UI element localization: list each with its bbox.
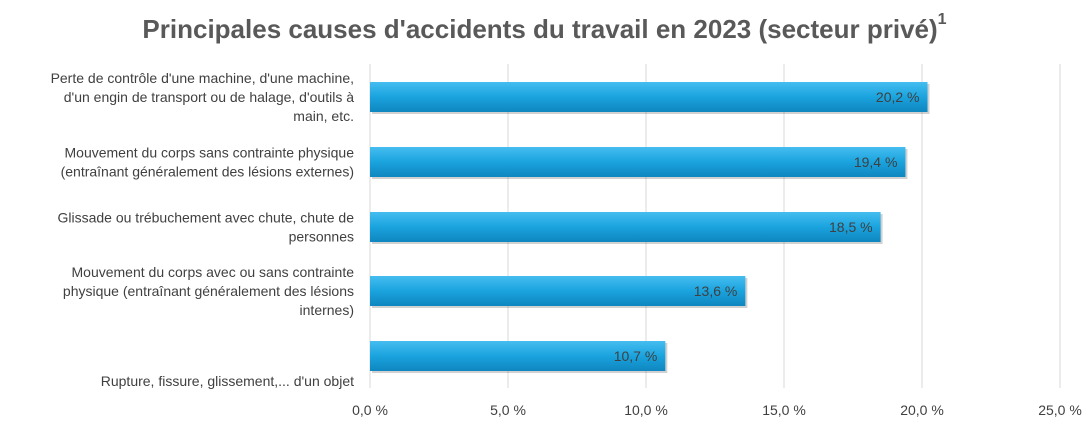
x-tick-label: 25,0 % <box>1038 402 1082 418</box>
bar <box>370 276 746 306</box>
x-tick-label: 10,0 % <box>624 402 668 418</box>
category-label: Rupture, fissure, glissement,... d'un ob… <box>101 373 354 389</box>
x-tick-label: 15,0 % <box>762 402 806 418</box>
chart-title: Principales causes d'accidents du travai… <box>0 11 1089 45</box>
data-label: 19,4 % <box>854 154 898 170</box>
data-label: 20,2 % <box>876 89 920 105</box>
category-label: Mouvement du corps avec ou sans contrain… <box>63 264 354 318</box>
bar <box>370 341 666 371</box>
bar <box>370 82 928 112</box>
category-label-line: Mouvement du corps sans contrainte physi… <box>65 145 355 161</box>
x-tick-label: 20,0 % <box>900 402 944 418</box>
data-label: 10,7 % <box>614 348 658 364</box>
category-label-line: Glissade ou trébuchement avec chute, chu… <box>57 210 354 226</box>
category-label-line: personnes <box>289 229 354 245</box>
data-label: 18,5 % <box>829 219 873 235</box>
category-label-line: Perte de contrôle d'une machine, d'une m… <box>51 70 354 86</box>
category-label-line: physique (entraînant généralement des lé… <box>63 283 354 299</box>
category-label-line: Rupture, fissure, glissement,... d'un ob… <box>101 373 354 389</box>
category-label: Mouvement du corps sans contrainte physi… <box>61 145 355 180</box>
category-label: Glissade ou trébuchement avec chute, chu… <box>57 210 354 245</box>
x-axis-ticks: 0,0 % 5,0 % 10,0 % 15,0 % 20,0 % 25,0 % <box>352 402 1082 418</box>
bar <box>370 147 906 177</box>
category-label: Perte de contrôle d'une machine, d'une m… <box>51 70 355 124</box>
x-tick-label: 5,0 % <box>490 402 526 418</box>
category-label-line: d'un engin de transport ou de halage, d'… <box>64 89 354 105</box>
x-tick-label: 0,0 % <box>352 402 388 418</box>
data-labels: 20,2 % 19,4 % 18,5 % 13,6 % 10,7 % <box>614 89 920 364</box>
category-labels: Perte de contrôle d'une machine, d'une m… <box>51 70 355 389</box>
data-label: 13,6 % <box>694 283 738 299</box>
bar <box>370 212 881 242</box>
title-footnote-marker: 1 <box>937 11 947 29</box>
bars <box>370 82 930 373</box>
category-label-line: main, etc. <box>293 108 354 124</box>
category-label-line: Mouvement du corps avec ou sans contrain… <box>72 264 355 280</box>
chart-title-text: Principales causes d'accidents du travai… <box>142 14 938 44</box>
category-label-line: (entraînant généralement des lésions ext… <box>61 164 354 180</box>
category-label-line: internes) <box>300 302 354 318</box>
